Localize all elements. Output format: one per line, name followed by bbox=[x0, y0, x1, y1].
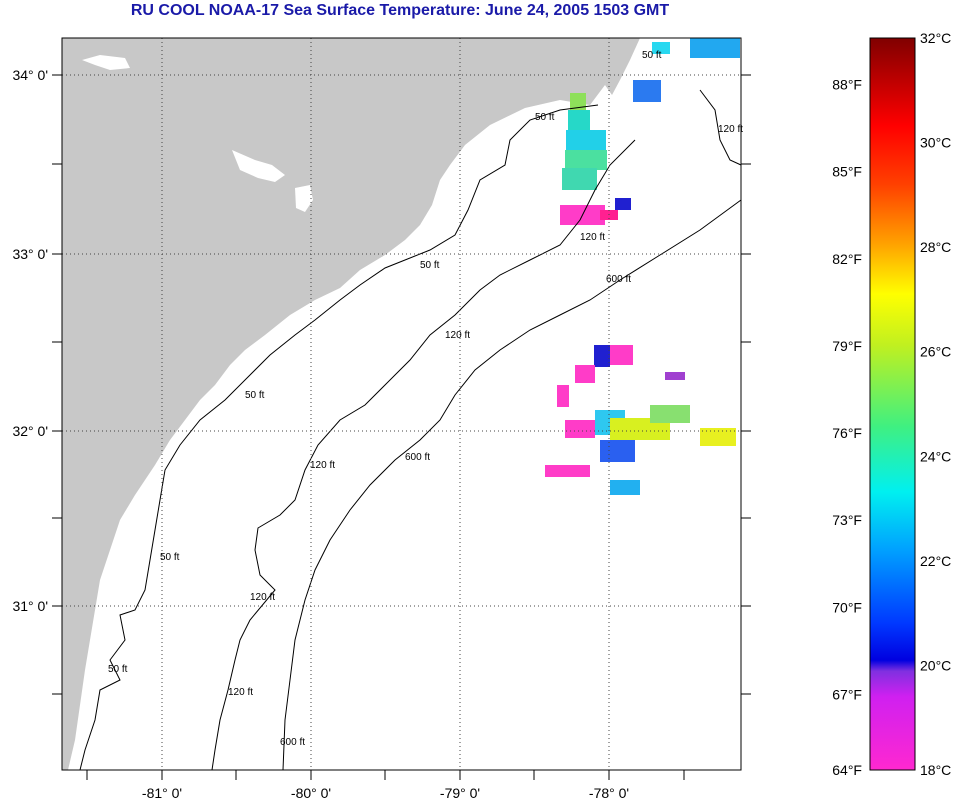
contour-label: 50 ft bbox=[642, 50, 662, 61]
lon-tick-label: -80° 0' bbox=[291, 785, 331, 801]
colorbar-fahrenheit-label: 73°F bbox=[832, 512, 862, 528]
cape-fear-coast bbox=[605, 38, 640, 95]
contour-label: 50 ft bbox=[160, 552, 180, 563]
colorbar-celsius-label: 28°C bbox=[920, 239, 951, 255]
sst-patch bbox=[594, 345, 610, 367]
contour-label: 600 ft bbox=[280, 737, 305, 748]
contour-labels: 50 ft 50 ft 50 ft 50 ft 50 ft 50 ft 120 … bbox=[108, 50, 743, 748]
contour-label: 120 ft bbox=[580, 232, 605, 243]
sst-patch bbox=[700, 428, 736, 446]
sst-patch bbox=[557, 385, 569, 407]
colorbar-celsius-label: 18°C bbox=[920, 762, 951, 778]
colorbar-fahrenheit-label: 85°F bbox=[832, 164, 862, 180]
colorbar-fahrenheit-label: 67°F bbox=[832, 686, 862, 702]
map-title: RU COOL NOAA-17 Sea Surface Temperature:… bbox=[130, 2, 670, 19]
lon-tick-label: -78° 0' bbox=[589, 785, 629, 801]
contour-label: 120 ft bbox=[250, 592, 275, 603]
contour-label: 50 ft bbox=[245, 390, 265, 401]
sst-patch bbox=[600, 440, 635, 462]
colorbar-fahrenheit-label: 82°F bbox=[832, 251, 862, 267]
sst-patch bbox=[690, 38, 740, 58]
sst-patch bbox=[565, 420, 595, 438]
colorbar-celsius-label: 22°C bbox=[920, 553, 951, 569]
contour-label: 50 ft bbox=[108, 664, 128, 675]
depth-contours bbox=[79, 89, 742, 771]
lake-moultrie bbox=[295, 185, 313, 212]
lake-marion bbox=[232, 150, 285, 182]
colorbar-fahrenheit-label: 70°F bbox=[832, 599, 862, 615]
lat-tick-label: 31° 0' bbox=[12, 598, 48, 614]
sst-patch bbox=[633, 80, 661, 102]
contour-label: 120 ft bbox=[445, 330, 470, 341]
sst-patch bbox=[545, 465, 590, 477]
lat-tick-label: 33° 0' bbox=[12, 246, 48, 262]
sst-patch bbox=[565, 150, 607, 170]
sst-patch bbox=[610, 418, 670, 440]
colorbar-celsius-label: 26°C bbox=[920, 344, 951, 360]
sst-patch bbox=[650, 405, 690, 423]
colorbar-fahrenheit-label: 64°F bbox=[832, 762, 862, 778]
colorbar-celsius-label: 20°C bbox=[920, 657, 951, 673]
contour-label: 50 ft bbox=[420, 260, 440, 271]
sst-patch bbox=[610, 480, 640, 495]
sst-patch bbox=[652, 42, 670, 54]
sst-patch bbox=[575, 365, 595, 383]
tick-marks bbox=[52, 74, 751, 780]
colorbar-fahrenheit-label: 76°F bbox=[832, 425, 862, 441]
contour-50ft bbox=[79, 104, 599, 771]
sst-patch bbox=[665, 372, 685, 380]
sst-patch bbox=[615, 198, 631, 210]
sst-patch bbox=[562, 168, 597, 190]
colorbar-celsius-label: 30°C bbox=[920, 135, 951, 151]
colorbar-fahrenheit-label: 79°F bbox=[832, 338, 862, 354]
lake-inland-north bbox=[82, 55, 130, 70]
colorbar-gradient bbox=[869, 37, 916, 771]
contour-label: 600 ft bbox=[606, 274, 631, 285]
contour-label: 120 ft bbox=[228, 687, 253, 698]
contour-120ft bbox=[211, 139, 636, 771]
sst-patch bbox=[570, 93, 586, 111]
contour-600ft bbox=[282, 199, 742, 771]
lat-tick-label: 34° 0' bbox=[12, 67, 48, 83]
contour-label: 50 ft bbox=[535, 112, 555, 123]
colorbar-fahrenheit-label: 88°F bbox=[832, 76, 862, 92]
lon-tick-label: -79° 0' bbox=[440, 785, 480, 801]
contour-label: 600 ft bbox=[405, 452, 430, 463]
contour-label: 120 ft bbox=[718, 124, 743, 135]
lon-tick-label: -81° 0' bbox=[142, 785, 182, 801]
sst-patch bbox=[566, 130, 606, 150]
map-frame bbox=[61, 37, 742, 771]
sst-patches bbox=[545, 38, 740, 495]
land-mass bbox=[62, 38, 612, 770]
colorbar-celsius-label: 24°C bbox=[920, 448, 951, 464]
sst-patch bbox=[568, 110, 590, 132]
lat-tick-label: 32° 0' bbox=[12, 423, 48, 439]
contour-label: 120 ft bbox=[310, 460, 335, 471]
contour-north-120ft bbox=[699, 89, 742, 166]
colorbar-celsius-label: 32°C bbox=[920, 30, 951, 46]
